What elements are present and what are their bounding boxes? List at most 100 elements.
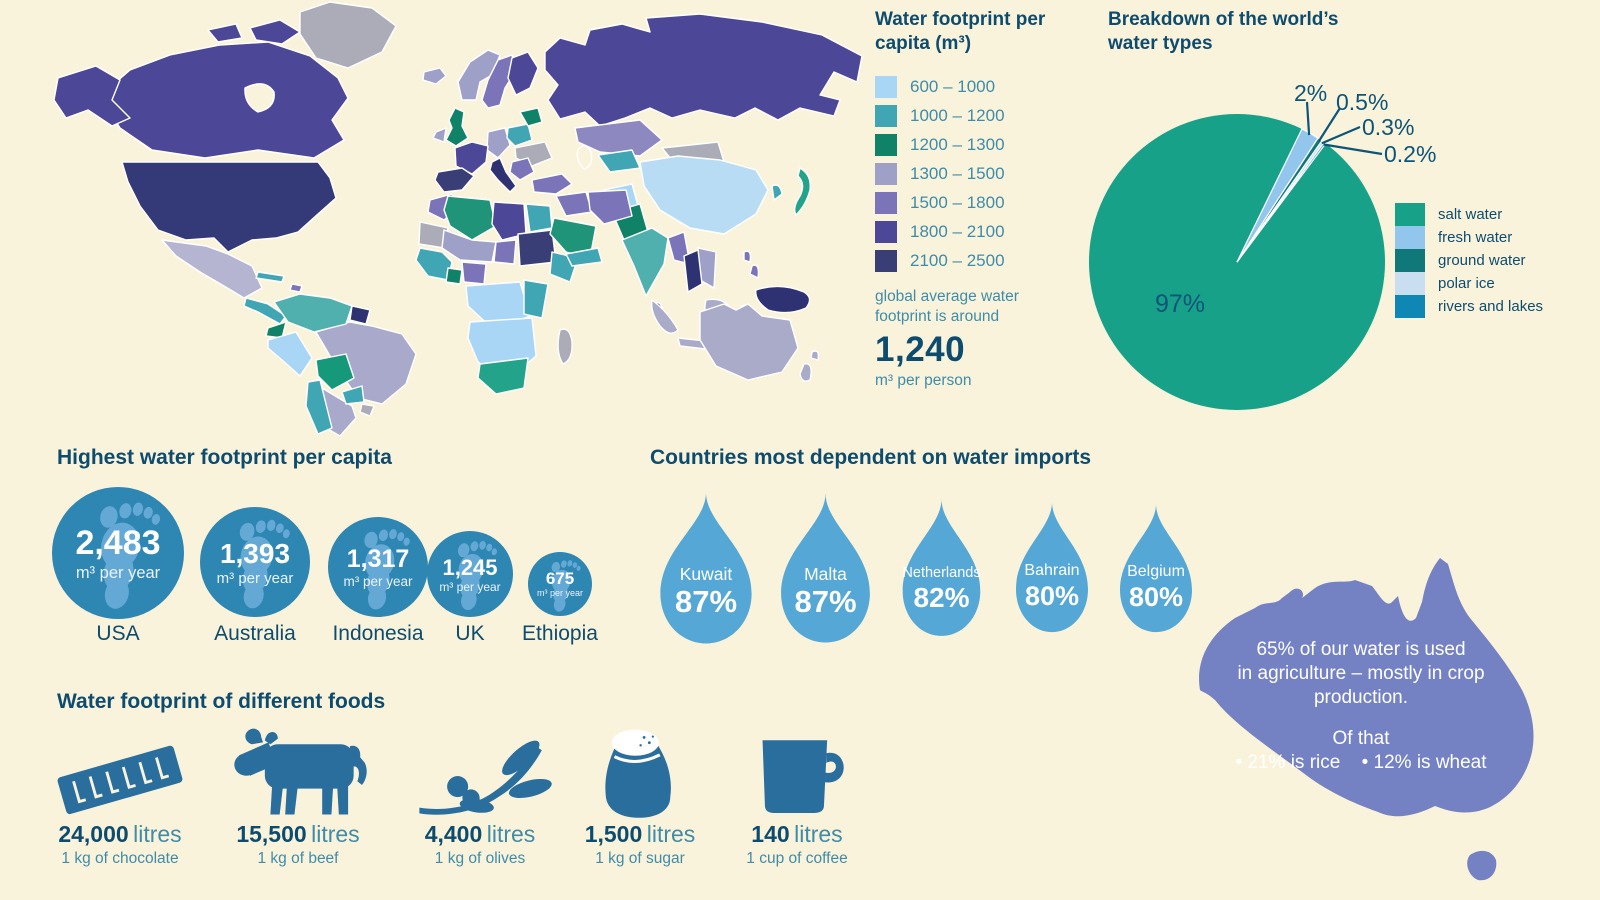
map-region-nigeria <box>461 261 487 285</box>
fact-bullet-wheat: • 12% is wheat <box>1361 752 1487 773</box>
pie-callout-line <box>1317 107 1341 142</box>
map-region-central-europe <box>486 127 511 159</box>
water-drop-icon <box>902 499 981 636</box>
legend-range: 1500 – 1800 <box>910 192 1005 212</box>
pie-legend-swatch <box>1395 249 1425 272</box>
map-region-turkey <box>531 173 573 195</box>
food-value-coffee: 140 litres <box>751 821 843 847</box>
olive-branch-icon <box>419 740 552 815</box>
legend-item: 600 – 1000 <box>875 72 1065 101</box>
global-average-unit: m³ per person <box>875 372 972 389</box>
legend-swatch <box>875 75 897 98</box>
water-drop-icon <box>781 493 870 643</box>
map-region-mexico <box>161 239 263 299</box>
map-region-korea <box>771 184 783 201</box>
footprint-value: 675 <box>545 568 575 588</box>
food-value-chocolate: 24,000 litres <box>58 821 182 847</box>
australia-map-icon <box>1199 558 1534 881</box>
pie-legend-item: polar ice <box>1395 272 1543 295</box>
map-region-central-asia <box>597 149 641 173</box>
map-region-canada-arctic <box>249 19 301 45</box>
map-region-uruguay <box>359 403 375 417</box>
map-region-italy <box>489 157 517 193</box>
map-region-egypt <box>525 203 553 233</box>
legend-item: 1300 – 1500 <box>875 159 1065 188</box>
map-region-australia <box>699 303 799 381</box>
world-map <box>53 1 863 437</box>
pie-label-salt-water: 97% <box>1154 290 1206 318</box>
footprint-unit: m³ per year <box>343 574 413 589</box>
australia-fact-text: 65% of our water is used in agriculture … <box>1210 638 1512 775</box>
map-region-ireland <box>432 127 447 143</box>
food-desc-coffee: 1 cup of coffee <box>746 850 848 867</box>
map-region-madagascar <box>557 328 573 365</box>
legend-range: 1200 – 1300 <box>910 134 1005 154</box>
map-region-chad <box>493 239 517 265</box>
drop-country: Netherlands <box>902 565 981 581</box>
section-title-footprints: Highest water footprint per capita <box>57 446 392 469</box>
drop-bahrain: Bahrain 80% <box>1007 500 1097 636</box>
water-drop-icon <box>1016 501 1088 633</box>
map-region-paraguay <box>341 385 365 405</box>
map-legend-title: Water footprint per capita (m³) <box>875 9 1046 54</box>
pie-callout-line <box>1321 125 1361 145</box>
map-region-chile <box>305 379 333 435</box>
map-region-canada <box>99 41 349 159</box>
map-region-greenland <box>299 1 397 69</box>
map-region-cuba <box>255 271 285 283</box>
fact-bullet-rice: • 21% is rice <box>1235 752 1341 773</box>
map-region-hispaniola <box>289 283 303 293</box>
map-region-philippines2 <box>749 264 760 279</box>
fact-bullets: • 21% is rice • 12% is wheat <box>1210 751 1512 775</box>
pie-legend-item: ground water <box>1395 249 1543 272</box>
map-region-iran <box>587 189 633 225</box>
legend-range: 1000 – 1200 <box>910 105 1005 125</box>
map-region-peru <box>267 331 313 377</box>
drop-belgium: Belgium 80% <box>1111 502 1201 636</box>
legend-swatch <box>875 191 897 214</box>
fact-line: in agriculture – mostly in crop <box>1237 663 1485 684</box>
pie-callout-ground-water: 0.5% <box>1336 89 1389 115</box>
map-region-new-guinea <box>755 285 811 314</box>
map-region-india <box>621 227 669 297</box>
footprint-value: 1,245 <box>442 555 498 581</box>
legend-item: 1500 – 1800 <box>875 188 1065 217</box>
drop-percent: 82% <box>913 582 970 613</box>
footprint-value: 1,393 <box>219 537 291 569</box>
map-region-russia <box>544 13 863 127</box>
pie-legend-item: salt water <box>1395 203 1543 226</box>
map-legend: Water footprint per capita (m³) 600 – 10… <box>875 8 1065 390</box>
sugar-sack-icon <box>605 729 671 818</box>
footprint-country-australia: Australia <box>214 622 296 645</box>
map-region-middle-east <box>555 191 593 217</box>
map-region-bolivia <box>315 353 355 391</box>
footprint-icon <box>458 541 498 611</box>
pie-legend-swatch <box>1395 272 1425 295</box>
section-title-foods: Water footprint of different foods <box>57 690 386 713</box>
chocolate-bar-icon <box>57 745 183 815</box>
map-legend-items: 600 – 1000 1000 – 1200 1200 – 1300 1300 … <box>875 72 1065 275</box>
legend-item: 1200 – 1300 <box>875 130 1065 159</box>
map-region-south-africa <box>477 357 529 395</box>
food-desc-chocolate: 1 kg of chocolate <box>61 850 179 867</box>
pie-legend-swatch <box>1395 203 1425 226</box>
coffee-mug-icon <box>762 740 844 813</box>
cow-icon <box>234 728 367 815</box>
drop-percent: 80% <box>1128 582 1184 612</box>
map-region-guyanas <box>349 305 371 325</box>
footprint-icon <box>364 528 410 610</box>
legend-swatch <box>875 249 897 272</box>
food-desc-beef: 1 kg of beef <box>257 850 339 867</box>
map-region-china <box>639 155 769 235</box>
pie-callout-polar-ice: 0.3% <box>1362 114 1415 140</box>
legend-item: 1000 – 1200 <box>875 101 1065 130</box>
legend-swatch <box>875 133 897 156</box>
map-region-philippines <box>743 250 752 263</box>
footprint-country-indonesia: Indonesia <box>332 622 424 645</box>
food-value-beef: 15,500 litres <box>236 821 360 847</box>
water-types-pie <box>1089 101 1385 410</box>
footprint-unit: m³ per year <box>439 580 501 595</box>
map-region-baltics <box>519 107 543 127</box>
map-region-iberia <box>434 167 475 193</box>
footprint-icon <box>99 502 160 610</box>
